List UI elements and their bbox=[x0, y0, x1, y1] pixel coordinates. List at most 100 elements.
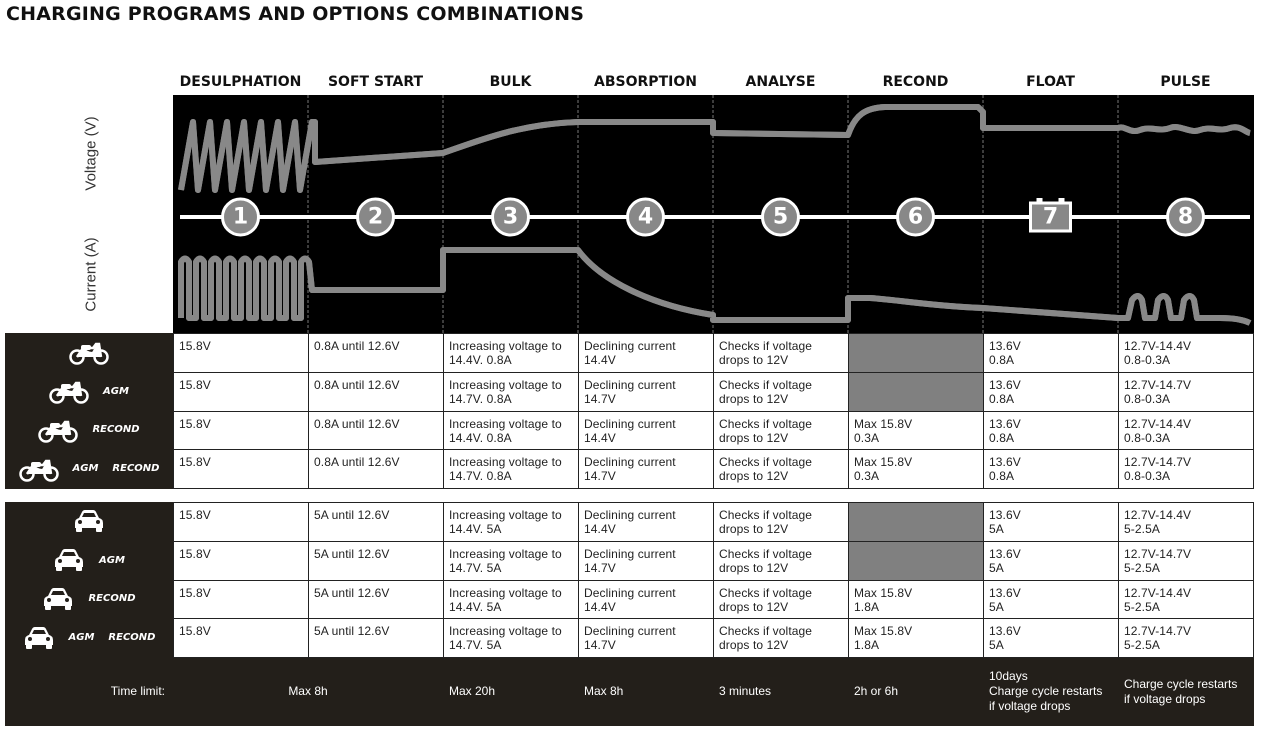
stage-header: ABSORPTION bbox=[594, 74, 697, 90]
cell: Checks if voltage drops to 12V bbox=[713, 371, 849, 412]
cell: 15.8V bbox=[173, 618, 309, 658]
row-label bbox=[5, 502, 173, 541]
current-label: Current (A) bbox=[82, 237, 100, 312]
cell: 15.8V bbox=[173, 410, 309, 451]
cell: Checks if voltage drops to 12V bbox=[713, 449, 849, 489]
time-value: 10days Charge cycle restarts if voltage … bbox=[989, 669, 1103, 713]
cell: Max 15.8V 1.8A bbox=[848, 579, 984, 620]
car-icon bbox=[24, 626, 53, 649]
waveforms bbox=[178, 104, 1250, 323]
cell: 12.7V-14.4V 0.8-0.3A bbox=[1118, 333, 1254, 373]
empty-cell bbox=[848, 371, 984, 412]
option-label: RECOND bbox=[112, 463, 160, 475]
cell: 12.7V-14.4V 0.8-0.3A bbox=[1118, 410, 1254, 451]
stage-number: 4 bbox=[638, 205, 653, 230]
cell: 15.8V bbox=[173, 579, 309, 620]
row-label: AGM bbox=[5, 372, 173, 411]
cell: Increasing voltage to 14.4V. 0.8A bbox=[443, 410, 579, 451]
cell: 12.7V-14.4V 5-2.5A bbox=[1118, 579, 1254, 620]
cell: 13.6V 5A bbox=[983, 618, 1119, 658]
cell: Increasing voltage to 14.7V. 5A bbox=[443, 540, 579, 581]
stage-number: 6 bbox=[908, 205, 923, 230]
stage-number: 1 bbox=[233, 205, 248, 230]
option-label: AGM bbox=[103, 385, 129, 397]
time-value: 3 minutes bbox=[719, 684, 772, 698]
cell: Checks if voltage drops to 12V bbox=[713, 410, 849, 451]
stage-markers: 1 2 3 4 5 6 7 8 bbox=[221, 197, 1205, 237]
stage-header: BULK bbox=[489, 74, 532, 90]
time-value: Max 8h bbox=[288, 684, 328, 698]
cell: Increasing voltage to 14.7V. 0.8A bbox=[443, 449, 579, 489]
cell: 13.6V 0.8A bbox=[983, 449, 1119, 489]
stage-circle bbox=[626, 197, 665, 237]
cell: 15.8V bbox=[173, 449, 309, 489]
row-label: AGM RECOND bbox=[5, 618, 173, 657]
row-label: AGM bbox=[5, 541, 173, 580]
option-label: RECOND bbox=[92, 424, 140, 436]
stage-circle bbox=[896, 197, 935, 237]
car-icon bbox=[75, 510, 103, 533]
option-label: AGM bbox=[68, 632, 95, 644]
cell: 13.6V 5A bbox=[983, 540, 1119, 581]
cell: Increasing voltage to 14.7V. 5A bbox=[443, 618, 579, 658]
stage-circle bbox=[221, 197, 260, 237]
stage-header: DESULPHATION bbox=[179, 74, 302, 90]
cell: Checks if voltage drops to 12V bbox=[713, 579, 849, 620]
cell: Increasing voltage to 14.4V. 0.8A bbox=[443, 333, 579, 373]
car-icon bbox=[44, 587, 73, 610]
cell: Max 15.8V 1.8A bbox=[848, 618, 984, 658]
cell: 5A until 12.6V bbox=[308, 579, 444, 620]
cell: 0.8A until 12.6V bbox=[308, 371, 444, 412]
motorcycle-icon bbox=[18, 459, 59, 482]
battery-marker bbox=[1029, 201, 1072, 233]
cell: Increasing voltage to 14.4V. 5A bbox=[443, 502, 579, 542]
cell: Declining current 14.4V bbox=[578, 410, 714, 451]
cell: 13.6V 5A bbox=[983, 502, 1119, 542]
stage-number: 3 bbox=[503, 205, 518, 230]
time-value: 2h or 6h bbox=[854, 684, 899, 698]
cell: Checks if voltage drops to 12V bbox=[713, 618, 849, 658]
cell: Increasing voltage to 14.4V. 5A bbox=[443, 579, 579, 620]
cell: 12.7V-14.7V 0.8-0.3A bbox=[1118, 371, 1254, 412]
cell: 12.7V-14.4V 5-2.5A bbox=[1118, 502, 1254, 542]
option-label: AGM bbox=[99, 554, 125, 566]
empty-cell bbox=[848, 540, 984, 581]
cell: 12.7V-14.7V 0.8-0.3A bbox=[1118, 449, 1254, 489]
cell: Increasing voltage to 14.7V. 0.8A bbox=[443, 371, 579, 412]
cell: 12.7V-14.7V 5-2.5A bbox=[1118, 618, 1254, 658]
motorcycle-icon bbox=[69, 343, 109, 366]
row-label bbox=[5, 333, 173, 372]
voltage-label: Voltage (V) bbox=[82, 116, 100, 191]
cell: Declining current 14.7V bbox=[578, 449, 714, 489]
time-value: Max 20h bbox=[449, 684, 496, 698]
cell: Max 15.8V 0.3A bbox=[848, 449, 984, 489]
stage-circle bbox=[761, 197, 800, 237]
motorcycle-icon bbox=[38, 420, 79, 443]
option-label: AGM bbox=[72, 463, 99, 475]
option-label: RECOND bbox=[88, 593, 136, 605]
cell: Checks if voltage drops to 12V bbox=[713, 540, 849, 581]
stage-header: FLOAT bbox=[1026, 74, 1075, 90]
time-value: Charge cycle restarts if voltage drops bbox=[1124, 676, 1238, 706]
stage-header: ANALYSE bbox=[745, 74, 816, 90]
battery-terminal bbox=[1036, 198, 1043, 203]
empty-cell bbox=[848, 333, 984, 373]
cell: 5A until 12.6V bbox=[308, 502, 444, 542]
row-label: AGM RECOND bbox=[5, 449, 173, 488]
cell: 13.6V 0.8A bbox=[983, 371, 1119, 412]
stage-circle bbox=[1166, 197, 1205, 237]
cell: Declining current 14.7V bbox=[578, 371, 714, 412]
cell: 15.8V bbox=[173, 540, 309, 581]
cell: Declining current 14.7V bbox=[578, 540, 714, 581]
cell: 5A until 12.6V bbox=[308, 540, 444, 581]
cell: 5A until 12.6V bbox=[308, 618, 444, 658]
cell: Declining current 14.4V bbox=[578, 333, 714, 373]
cell: Declining current 14.4V bbox=[578, 502, 714, 542]
time-label: Time limit: bbox=[110, 684, 165, 698]
battery-terminal bbox=[1058, 198, 1065, 203]
option-label: RECOND bbox=[108, 632, 156, 644]
cell: Declining current 14.7V bbox=[578, 618, 714, 658]
cell: 0.8A until 12.6V bbox=[308, 449, 444, 489]
stage-header: RECOND bbox=[882, 74, 949, 90]
